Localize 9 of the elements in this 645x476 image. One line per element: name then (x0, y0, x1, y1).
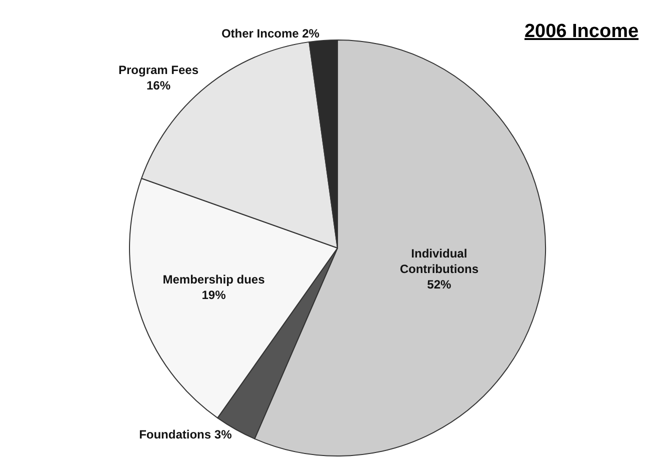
slice-label: Program Fees (118, 62, 199, 77)
slice-label: Other Income 2% (221, 26, 320, 41)
slice-label: Foundations 3% (139, 428, 232, 442)
slice-label: Membership dues (162, 272, 266, 286)
data-label: 19% (202, 288, 226, 302)
slice-label: Individual Contributions (400, 246, 479, 276)
chart-title: 2006 Income (524, 21, 639, 42)
data-label: 52% (427, 278, 452, 292)
data-label: 16% (146, 78, 171, 93)
